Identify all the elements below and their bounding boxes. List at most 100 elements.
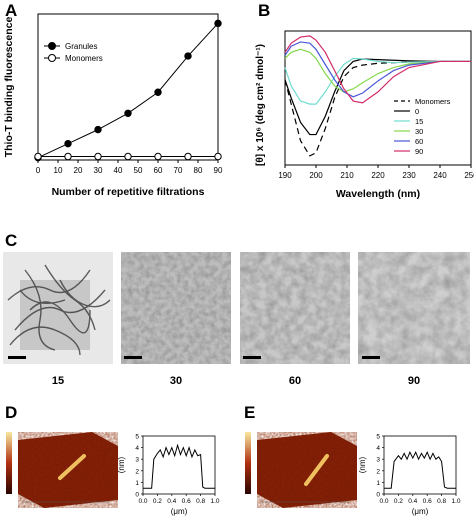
chart-b-x-tick-label: 190 <box>278 171 292 180</box>
chart-b-x-ticks: 190 200 210 220 230 240 250 <box>278 165 474 180</box>
chart-b-line-0 <box>284 58 471 136</box>
chart-a-x-tick-label: 80 <box>194 166 203 175</box>
chart-d-y-tick-label: 1 <box>135 480 139 487</box>
chart-e-profile-line <box>384 451 456 489</box>
chart-a-point-monomers <box>94 152 102 161</box>
afm-image-e <box>245 432 357 508</box>
chart-e-y-tick-label: 4 <box>376 445 380 452</box>
legend-label-monomers: Monomers <box>65 54 103 63</box>
chart-a-x-tick-label: 10 <box>54 166 63 175</box>
chart-e-x-tick-label: 0.0 <box>379 498 388 505</box>
chart-a: 0 10 20 30 40 50 60 70 80 90 Granules Monomers Th… <box>3 13 223 198</box>
chart-a-point-monomers <box>214 152 222 161</box>
chart-d-x-tick-label: 0.8 <box>196 498 205 505</box>
scale-bar <box>362 356 380 359</box>
chart-d: 0.0 0.2 0.4 0.6 0.8 1.0 0 1 2 3 4 5 (nm) (μm) <box>117 434 220 517</box>
chart-a-legend: Granules Monomers <box>44 42 103 63</box>
chart-a-point-granules <box>214 19 222 28</box>
micrograph-label-60: 60 <box>289 375 301 387</box>
chart-a-point-granules <box>154 88 162 96</box>
panel-letter-b: B <box>258 1 270 20</box>
chart-b-x-tick-label: 230 <box>402 171 416 180</box>
chart-e-y-tick-label: 5 <box>376 434 380 441</box>
chart-b-series <box>284 35 471 157</box>
micrograph-15 <box>3 252 113 364</box>
chart-b-line-60 <box>284 41 471 98</box>
chart-e-series <box>384 451 456 489</box>
micrograph-label-30: 30 <box>170 375 182 387</box>
chart-a-point-monomers <box>124 152 132 161</box>
chart-b-x-tick-label: 250 <box>464 171 474 180</box>
chart-a-point-monomers <box>154 152 162 161</box>
chart-b-legend-label: Monomers <box>415 97 451 106</box>
chart-e-x-tick-label: 0.8 <box>437 498 446 505</box>
legend-marker-monomers <box>48 54 56 62</box>
chart-d-y-tick-label: 2 <box>135 468 139 475</box>
panel-letter-c: C <box>5 231 17 250</box>
chart-d-x-tick-label: 0.2 <box>153 498 162 505</box>
legend-label-granules: Granules <box>65 42 97 51</box>
chart-d-x-tick-label: 1.0 <box>210 498 219 505</box>
chart-d-y-tick-label: 4 <box>135 445 139 452</box>
chart-b-legend-label: 60 <box>415 137 423 146</box>
chart-d-y-tick-label: 0 <box>135 492 139 499</box>
chart-a-point-granules <box>184 52 192 60</box>
chart-b-ylabel: [θ] x 10⁶ (deg cm² dmol⁻¹) <box>255 44 266 166</box>
micrograph-30 <box>121 252 231 364</box>
chart-d-x-tick-label: 0.6 <box>182 498 191 505</box>
afm-colorbar-e <box>245 432 251 494</box>
micrograph-label-90: 90 <box>408 375 420 387</box>
panel-letter-d: D <box>5 403 17 422</box>
afm-fibril-d <box>58 454 86 480</box>
chart-b-x-tick-label: 240 <box>433 171 447 180</box>
chart-d-ylabel: (nm) <box>117 456 126 473</box>
micrograph-15-bg <box>3 252 113 364</box>
chart-a-xlabel: Number of repetitive filtrations <box>52 186 205 198</box>
chart-d-ticks: 0.0 0.2 0.4 0.6 0.8 1.0 0 1 2 3 4 5 <box>135 434 220 506</box>
chart-e-ticks: 0.0 0.2 0.4 0.6 0.8 1.0 0 1 2 3 4 5 <box>376 434 461 506</box>
scale-bar <box>124 356 142 359</box>
scale-bar <box>243 356 261 359</box>
chart-a-point-granules <box>94 125 102 134</box>
micrograph-label-15: 15 <box>52 375 64 387</box>
chart-e-y-tick-label: 0 <box>376 492 380 499</box>
chart-e-y-tick-label: 1 <box>376 480 380 487</box>
chart-b-xlabel: Wavelength (nm) <box>336 188 420 200</box>
chart-e-xlabel: (μm) <box>412 507 429 516</box>
afm-image-d <box>6 432 118 508</box>
chart-b-x-tick-label: 200 <box>309 171 323 180</box>
chart-e-x-tick-label: 0.2 <box>394 498 403 505</box>
chart-e-x-tick-label: 0.4 <box>408 498 417 505</box>
chart-e-ylabel: (nm) <box>358 456 367 473</box>
chart-a-x-tick-label: 0 <box>36 166 41 175</box>
chart-d-y-tick-label: 5 <box>135 434 139 441</box>
chart-a-frame <box>37 13 219 161</box>
chart-a-series <box>34 19 222 162</box>
scale-bar <box>8 356 26 359</box>
chart-a-point-granules <box>64 139 72 148</box>
chart-e-x-tick-label: 0.6 <box>423 498 432 505</box>
chart-d-x-tick-label: 0.4 <box>167 498 176 505</box>
chart-a-point-granules <box>124 109 132 117</box>
chart-b-legend-label: 90 <box>415 147 423 156</box>
chart-b-legend-label: 15 <box>415 117 423 126</box>
chart-a-x-tick-label: 20 <box>74 166 83 175</box>
chart-d-y-tick-label: 3 <box>135 457 139 464</box>
chart-a-x-tick-label: 60 <box>154 166 163 175</box>
chart-e-frame <box>383 435 457 495</box>
chart-e-x-tick-label: 1.0 <box>451 498 460 505</box>
chart-b-line-15 <box>284 57 471 105</box>
chart-a-x-tick-label: 50 <box>134 166 143 175</box>
panel-letter-e: E <box>244 403 255 422</box>
chart-b-line-30 <box>284 48 471 93</box>
chart-e-y-tick-label: 2 <box>376 468 380 475</box>
chart-e: 0.0 0.2 0.4 0.6 0.8 1.0 0 1 2 3 4 5 (nm) (μm) <box>358 434 461 517</box>
chart-b-line-monomers <box>284 60 471 157</box>
chart-a-ylabel: Thio-T binding fluorescence <box>3 17 15 158</box>
chart-b-line-90 <box>284 35 471 104</box>
chart-b-legend-label: 0 <box>415 107 419 116</box>
chart-a-x-tick-label: 90 <box>214 166 223 175</box>
chart-a-x-ticks: 0 10 20 30 40 50 60 70 80 90 <box>36 160 223 175</box>
